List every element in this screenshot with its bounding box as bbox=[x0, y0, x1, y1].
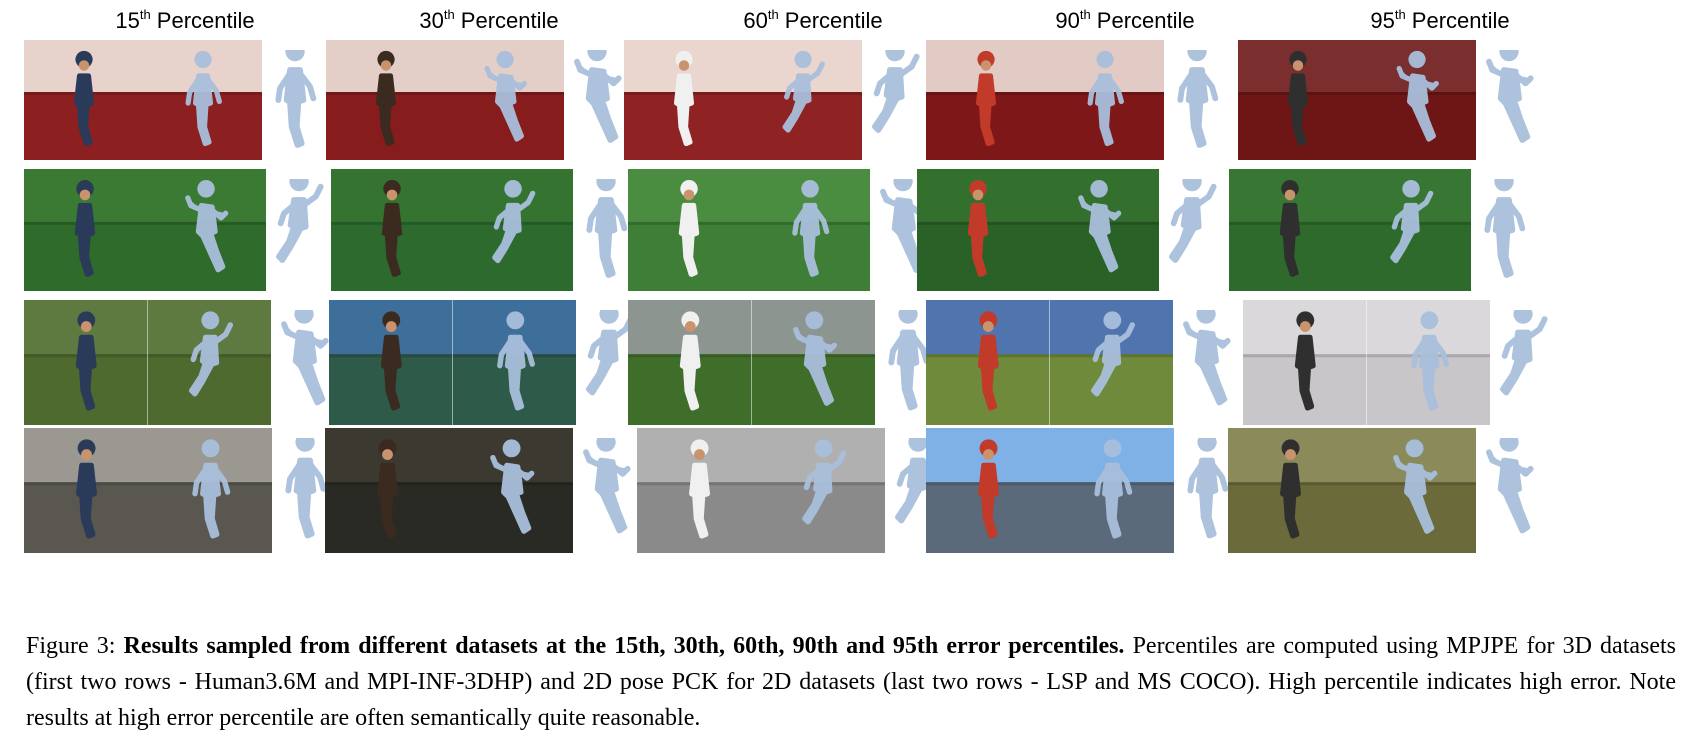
result-pair bbox=[1243, 300, 1490, 425]
mesh-overlay-render bbox=[1357, 40, 1476, 160]
mesh-overlay-render bbox=[1350, 169, 1471, 291]
side-view-mesh bbox=[1484, 50, 1534, 150]
side-view-mesh bbox=[279, 310, 329, 415]
result-pair bbox=[1229, 169, 1471, 291]
input-photo bbox=[329, 300, 453, 425]
input-photo bbox=[917, 169, 1038, 291]
side-view-mesh bbox=[572, 50, 622, 150]
mesh-overlay-render bbox=[147, 300, 271, 425]
column-header-90: 90th Percentile bbox=[1055, 7, 1195, 33]
side-view-mesh bbox=[883, 310, 933, 415]
mesh-overlay-render bbox=[1366, 300, 1490, 425]
mesh-overlay-render bbox=[449, 428, 573, 553]
input-photo bbox=[1228, 428, 1352, 553]
input-photo bbox=[628, 169, 749, 291]
result-pair bbox=[24, 40, 262, 160]
mesh-overlay-render bbox=[761, 428, 885, 553]
result-pair bbox=[24, 169, 266, 291]
mesh-overlay-render bbox=[452, 169, 573, 291]
result-pair bbox=[926, 300, 1173, 425]
side-view-mesh bbox=[1167, 179, 1217, 281]
input-photo bbox=[926, 40, 1045, 160]
column-header-95: 95th Percentile bbox=[1370, 7, 1510, 33]
result-pair bbox=[637, 428, 885, 553]
input-photo bbox=[637, 428, 761, 553]
input-photo bbox=[926, 300, 1050, 425]
result-pair bbox=[628, 169, 870, 291]
result-pair bbox=[326, 40, 564, 160]
input-photo bbox=[331, 169, 452, 291]
mesh-overlay-render bbox=[749, 169, 870, 291]
side-view-mesh bbox=[1498, 310, 1548, 415]
result-pair bbox=[24, 300, 271, 425]
result-pair bbox=[624, 40, 862, 160]
input-photo bbox=[1238, 40, 1357, 160]
mesh-overlay-render bbox=[1352, 428, 1476, 553]
input-photo bbox=[24, 428, 148, 553]
input-photo bbox=[926, 428, 1050, 553]
side-view-mesh bbox=[1182, 438, 1232, 543]
side-view-mesh bbox=[280, 438, 330, 543]
mesh-overlay-render bbox=[751, 300, 875, 425]
caption-bold: Results sampled from different datasets … bbox=[123, 633, 1125, 659]
caption-prefix: Figure 3: bbox=[26, 633, 124, 659]
result-pair bbox=[926, 40, 1164, 160]
mesh-overlay-render bbox=[452, 300, 576, 425]
input-photo bbox=[1229, 169, 1350, 291]
side-view-mesh bbox=[270, 50, 320, 150]
side-view-mesh bbox=[584, 310, 634, 415]
result-pair bbox=[628, 300, 875, 425]
mesh-overlay-render bbox=[145, 169, 266, 291]
result-pair bbox=[917, 169, 1159, 291]
figure-caption: Figure 3: Results sampled from different… bbox=[26, 628, 1676, 736]
result-pair bbox=[325, 428, 573, 553]
side-view-mesh bbox=[1479, 179, 1529, 281]
column-header-60: 60th Percentile bbox=[743, 7, 883, 33]
column-header-15: 15th Percentile bbox=[115, 7, 255, 33]
input-photo bbox=[1243, 300, 1367, 425]
result-pair bbox=[329, 300, 576, 425]
input-photo bbox=[628, 300, 752, 425]
side-view-mesh bbox=[870, 50, 920, 150]
result-pair bbox=[24, 428, 272, 553]
mesh-overlay-render bbox=[148, 428, 272, 553]
result-pair bbox=[1238, 40, 1476, 160]
input-photo bbox=[326, 40, 445, 160]
side-view-mesh bbox=[581, 438, 631, 543]
input-photo bbox=[325, 428, 449, 553]
side-view-mesh bbox=[581, 179, 631, 281]
mesh-overlay-render bbox=[1045, 40, 1164, 160]
result-pair bbox=[926, 428, 1174, 553]
caption-rest: Percentiles are computed using MPJPE for… bbox=[26, 633, 1677, 731]
mesh-overlay-render bbox=[445, 40, 564, 160]
column-header-30: 30th Percentile bbox=[419, 7, 559, 33]
mesh-overlay-render bbox=[1038, 169, 1159, 291]
side-view-mesh bbox=[1172, 50, 1222, 150]
mesh-overlay-render bbox=[1049, 300, 1173, 425]
input-photo bbox=[24, 169, 145, 291]
input-photo bbox=[624, 40, 743, 160]
input-photo bbox=[24, 40, 143, 160]
side-view-mesh bbox=[274, 179, 324, 281]
mesh-overlay-render bbox=[743, 40, 862, 160]
result-pair bbox=[331, 169, 573, 291]
mesh-overlay-render bbox=[143, 40, 262, 160]
mesh-overlay-render bbox=[1050, 428, 1174, 553]
side-view-mesh bbox=[1484, 438, 1534, 543]
input-photo bbox=[24, 300, 148, 425]
result-pair bbox=[1228, 428, 1476, 553]
side-view-mesh bbox=[1181, 310, 1231, 415]
